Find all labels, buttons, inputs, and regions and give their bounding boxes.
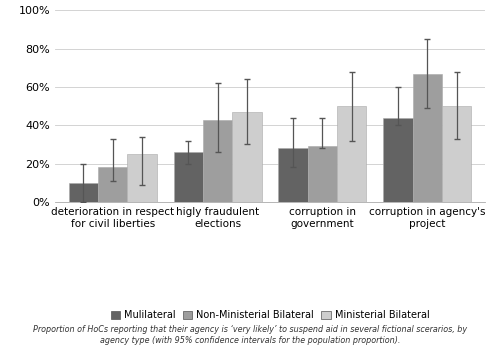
Bar [278, 148, 308, 202]
Bar [442, 106, 472, 202]
Bar [203, 120, 232, 202]
Text: Proportion of HoCs reporting that their agency is ‘very likely’ to suspend aid i: Proportion of HoCs reporting that their … [33, 325, 467, 345]
Bar [128, 154, 156, 202]
Bar [98, 167, 128, 202]
Bar [308, 147, 337, 202]
Bar [174, 152, 203, 202]
Bar [337, 106, 366, 202]
Legend: Mulilateral, Non-Ministerial Bilateral, Ministerial Bilateral: Mulilateral, Non-Ministerial Bilateral, … [107, 306, 433, 324]
Bar [412, 73, 442, 202]
Bar [232, 112, 262, 202]
Bar [384, 118, 412, 202]
Bar [68, 183, 98, 202]
